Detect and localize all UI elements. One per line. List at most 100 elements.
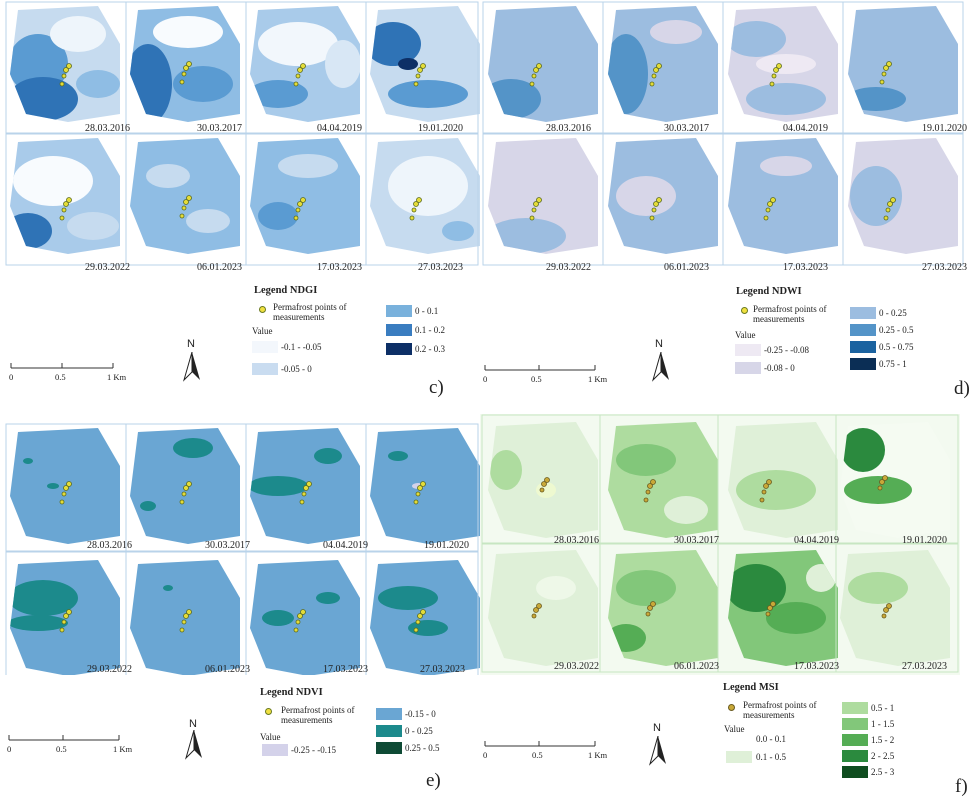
msi-map-04-04-2019: [728, 422, 838, 538]
msi-map-grid: [480, 414, 960, 675]
legend-class-label: -0.15 - 0: [405, 709, 436, 719]
ndgi-map-grid: [5, 1, 480, 266]
legend-swatch: [726, 751, 752, 763]
legend-class-label: 0.25 - 0.5: [879, 325, 914, 335]
value-label: Value: [735, 330, 756, 340]
ndgi-permafrost-points: [59, 61, 426, 221]
legend-class-label: 0.5 - 1: [871, 703, 895, 713]
legend-swatch: [842, 750, 868, 762]
legend-class-label: 0.2 - 0.3: [415, 344, 445, 354]
points-label: Permafrost points of measurements: [273, 302, 347, 322]
date-label: 27.03.2023: [922, 262, 967, 273]
msi-map-06-01-2023: [608, 550, 718, 666]
date-label: 06.01.2023: [674, 661, 719, 672]
scale-label: 1 Km: [107, 372, 127, 382]
ndwi-map-19-01-2020: [848, 6, 958, 122]
value-label: Value: [252, 326, 273, 336]
points-label: Permafrost points of measurements: [281, 705, 355, 725]
legend-swatch: [386, 343, 412, 355]
legend-class-label: -0.25 - -0.08: [764, 345, 809, 355]
msi-map-17-03-2023: [728, 550, 838, 666]
date-label: 06.01.2023: [197, 262, 242, 273]
legend-swatch: [735, 344, 761, 356]
legend-class-label: -0.08 - 0: [764, 363, 795, 373]
legend-title: Legend NDGI: [254, 285, 318, 296]
date-label: 28.03.2016: [554, 535, 599, 546]
panel-ndwi: 28.03.2016 30.03.2017 04.04.2019 19.01.2…: [480, 0, 979, 400]
ndvi-frames: [5, 423, 479, 675]
legend-swatch: [376, 708, 402, 720]
legend-class-label: 0.75 - 1: [879, 359, 907, 369]
legend-title: Legend NDWI: [736, 286, 802, 297]
ndvi-map-17-03-2023: [250, 560, 360, 675]
north-label: N: [189, 718, 197, 730]
date-label: 30.03.2017: [205, 540, 250, 551]
scale-label: 0.5: [532, 750, 543, 760]
ndwi-map-grid: [482, 1, 964, 266]
panel-letter: d): [954, 378, 970, 399]
ndgi-map-06-01-2023: [130, 138, 240, 254]
date-label: 28.03.2016: [87, 540, 132, 551]
date-label: 28.03.2016: [85, 123, 130, 134]
ndwi-permafrost-points: [529, 61, 896, 221]
scale-label: 1 Km: [588, 374, 608, 384]
scale-bar: [10, 363, 114, 369]
legend-class-label: 0.1 - 0.5: [756, 752, 786, 762]
ndgi-map-17-03-2023: [250, 138, 360, 254]
legend-swatch: [735, 362, 761, 374]
legend-class-label: 0.5 - 0.75: [879, 342, 914, 352]
msi-map-27-03-2023: [840, 550, 950, 666]
legend-swatch: [850, 324, 876, 336]
panel-letter: f): [955, 776, 968, 797]
north-label: N: [653, 722, 661, 734]
ndgi-map-29-03-2022: [10, 138, 120, 254]
msi-permafrost-points: [531, 475, 892, 619]
msi-map-28-03-2016: [488, 422, 598, 538]
ndwi-map-17-03-2023: [728, 138, 838, 254]
ndgi-map-28-03-2016: [10, 6, 120, 122]
date-label: 29.03.2022: [546, 262, 591, 273]
legend-class-label: -0.1 - -0.05: [281, 342, 322, 352]
legend-swatch: [252, 341, 278, 353]
panel-ndvi: 28.03.2016 30.03.2017 04.04.2019 19.01.2…: [0, 400, 480, 801]
legend-class-label: 0.25 - 0.5: [405, 743, 440, 753]
scale-label: 0.5: [56, 744, 67, 754]
legend-class-label: -0.05 - 0: [281, 364, 312, 374]
date-label: 30.03.2017: [674, 535, 719, 546]
date-label: 06.01.2023: [205, 664, 250, 675]
ndvi-map-grid: [5, 423, 480, 675]
legend-class-label: 0 - 0.25: [879, 308, 907, 318]
panel-ndgi: 28.03.2016 30.03.2017 04.04.2019 19.01.2…: [0, 0, 480, 400]
date-label: 17.03.2023: [317, 262, 362, 273]
permafrost-point-icon: [741, 307, 748, 314]
permafrost-point-icon: [728, 704, 735, 711]
date-label: 29.03.2022: [554, 661, 599, 672]
date-label: 06.01.2023: [664, 262, 709, 273]
scale-label: 1 Km: [113, 744, 133, 754]
date-label: 27.03.2023: [420, 664, 465, 675]
scale-label: 0.5: [531, 374, 542, 384]
legend-swatch: [262, 744, 288, 756]
legend-swatch: [386, 324, 412, 336]
legend-swatch: [252, 363, 278, 375]
legend-swatch: [376, 725, 402, 737]
panel-msi: 28.03.2016 30.03.2017 04.04.2019 19.01.2…: [480, 400, 979, 801]
panel-letter: e): [426, 770, 441, 791]
ndvi-map-27-03-2023: [370, 560, 480, 675]
legend-class-label: 2 - 2.5: [871, 751, 895, 761]
msi-map-29-03-2022: [488, 550, 598, 666]
date-label: 17.03.2023: [783, 262, 828, 273]
value-label: Value: [724, 724, 745, 734]
legend-swatch: [850, 307, 876, 319]
ndwi-map-29-03-2022: [488, 138, 598, 254]
scale-bar: [484, 741, 596, 747]
legend-class-label: 1.5 - 2: [871, 735, 895, 745]
north-arrow-icon: [651, 352, 669, 382]
legend-class-label: 0 - 0.1: [415, 306, 439, 316]
date-label: 28.03.2016: [546, 123, 591, 134]
msi-map-19-01-2020: [840, 422, 950, 538]
legend-title: Legend NDVI: [260, 687, 323, 698]
legend-title: Legend MSI: [723, 682, 779, 693]
scale-label: 0: [9, 372, 14, 382]
legend-class-label: 0 - 0.25: [405, 726, 433, 736]
